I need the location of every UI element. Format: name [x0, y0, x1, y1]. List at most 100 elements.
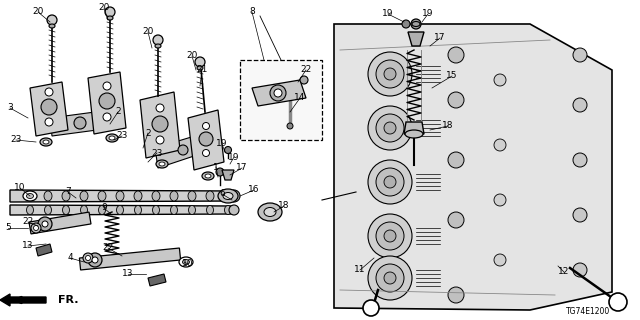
Polygon shape	[30, 82, 68, 136]
Circle shape	[363, 300, 379, 316]
Circle shape	[83, 253, 93, 263]
Circle shape	[494, 139, 506, 151]
Circle shape	[448, 287, 464, 303]
Text: 19: 19	[228, 153, 240, 162]
Circle shape	[384, 68, 396, 80]
Ellipse shape	[224, 191, 232, 201]
Ellipse shape	[107, 16, 113, 20]
Circle shape	[99, 93, 115, 109]
Circle shape	[103, 82, 111, 90]
Text: TG74E1200: TG74E1200	[566, 308, 610, 316]
Ellipse shape	[98, 191, 106, 201]
Polygon shape	[155, 132, 212, 168]
Circle shape	[42, 221, 48, 227]
Polygon shape	[334, 24, 612, 310]
Text: 23: 23	[116, 132, 128, 140]
Text: 6: 6	[219, 189, 225, 198]
Circle shape	[152, 116, 168, 132]
Ellipse shape	[152, 205, 159, 214]
Circle shape	[448, 212, 464, 228]
Circle shape	[368, 214, 412, 258]
Circle shape	[103, 113, 111, 121]
Ellipse shape	[223, 193, 233, 199]
FancyArrow shape	[0, 294, 46, 306]
Circle shape	[573, 153, 587, 167]
Ellipse shape	[26, 194, 33, 198]
Polygon shape	[36, 244, 52, 256]
Ellipse shape	[225, 205, 232, 214]
Ellipse shape	[23, 191, 37, 201]
Text: 20: 20	[99, 4, 109, 12]
Circle shape	[199, 132, 213, 146]
Text: 8: 8	[249, 7, 255, 17]
Ellipse shape	[43, 140, 49, 144]
Text: 20: 20	[186, 52, 198, 60]
Polygon shape	[50, 110, 112, 136]
Circle shape	[368, 256, 412, 300]
Circle shape	[31, 223, 41, 233]
Text: 19: 19	[422, 10, 434, 19]
Ellipse shape	[412, 21, 420, 27]
Circle shape	[33, 226, 38, 230]
Circle shape	[376, 264, 404, 292]
Ellipse shape	[81, 205, 88, 214]
Circle shape	[229, 205, 239, 215]
Circle shape	[573, 48, 587, 62]
Ellipse shape	[258, 203, 282, 221]
Text: 17: 17	[236, 164, 248, 172]
Ellipse shape	[62, 191, 70, 201]
Circle shape	[270, 85, 286, 101]
Circle shape	[86, 255, 90, 260]
Ellipse shape	[134, 205, 141, 214]
Circle shape	[494, 74, 506, 86]
Ellipse shape	[170, 191, 178, 201]
Text: 22: 22	[102, 244, 114, 252]
Text: 22: 22	[22, 218, 34, 227]
Ellipse shape	[202, 172, 214, 180]
Circle shape	[156, 136, 164, 144]
Text: 10: 10	[14, 183, 26, 193]
Circle shape	[274, 89, 282, 97]
Circle shape	[228, 190, 240, 202]
Polygon shape	[222, 170, 234, 180]
Text: 1: 1	[213, 163, 219, 172]
Circle shape	[92, 257, 98, 263]
Text: 5: 5	[5, 223, 11, 233]
Ellipse shape	[182, 260, 189, 265]
Circle shape	[573, 98, 587, 112]
Polygon shape	[252, 80, 306, 106]
Text: 2: 2	[115, 108, 121, 116]
Polygon shape	[79, 248, 180, 270]
Circle shape	[202, 123, 209, 130]
Ellipse shape	[179, 257, 193, 267]
Ellipse shape	[189, 205, 195, 214]
Text: 17: 17	[435, 34, 445, 43]
Text: 13: 13	[22, 242, 34, 251]
Ellipse shape	[206, 191, 214, 201]
Circle shape	[225, 147, 232, 154]
Ellipse shape	[205, 174, 211, 178]
Ellipse shape	[116, 205, 124, 214]
Ellipse shape	[188, 191, 196, 201]
Circle shape	[45, 118, 53, 126]
Ellipse shape	[99, 205, 106, 214]
Text: 19: 19	[216, 140, 228, 148]
Polygon shape	[404, 122, 424, 134]
Text: 11: 11	[355, 266, 365, 275]
Ellipse shape	[63, 205, 70, 214]
Ellipse shape	[156, 160, 168, 168]
Text: 16: 16	[248, 186, 260, 195]
Circle shape	[368, 160, 412, 204]
Circle shape	[376, 222, 404, 250]
Circle shape	[448, 152, 464, 168]
Circle shape	[38, 217, 52, 231]
Ellipse shape	[170, 205, 177, 214]
Text: 14: 14	[294, 93, 306, 102]
Text: 15: 15	[446, 71, 458, 81]
Circle shape	[411, 19, 421, 29]
Ellipse shape	[44, 191, 52, 201]
Ellipse shape	[40, 138, 52, 146]
Circle shape	[300, 76, 308, 84]
Text: 18: 18	[442, 122, 454, 131]
Ellipse shape	[152, 191, 160, 201]
